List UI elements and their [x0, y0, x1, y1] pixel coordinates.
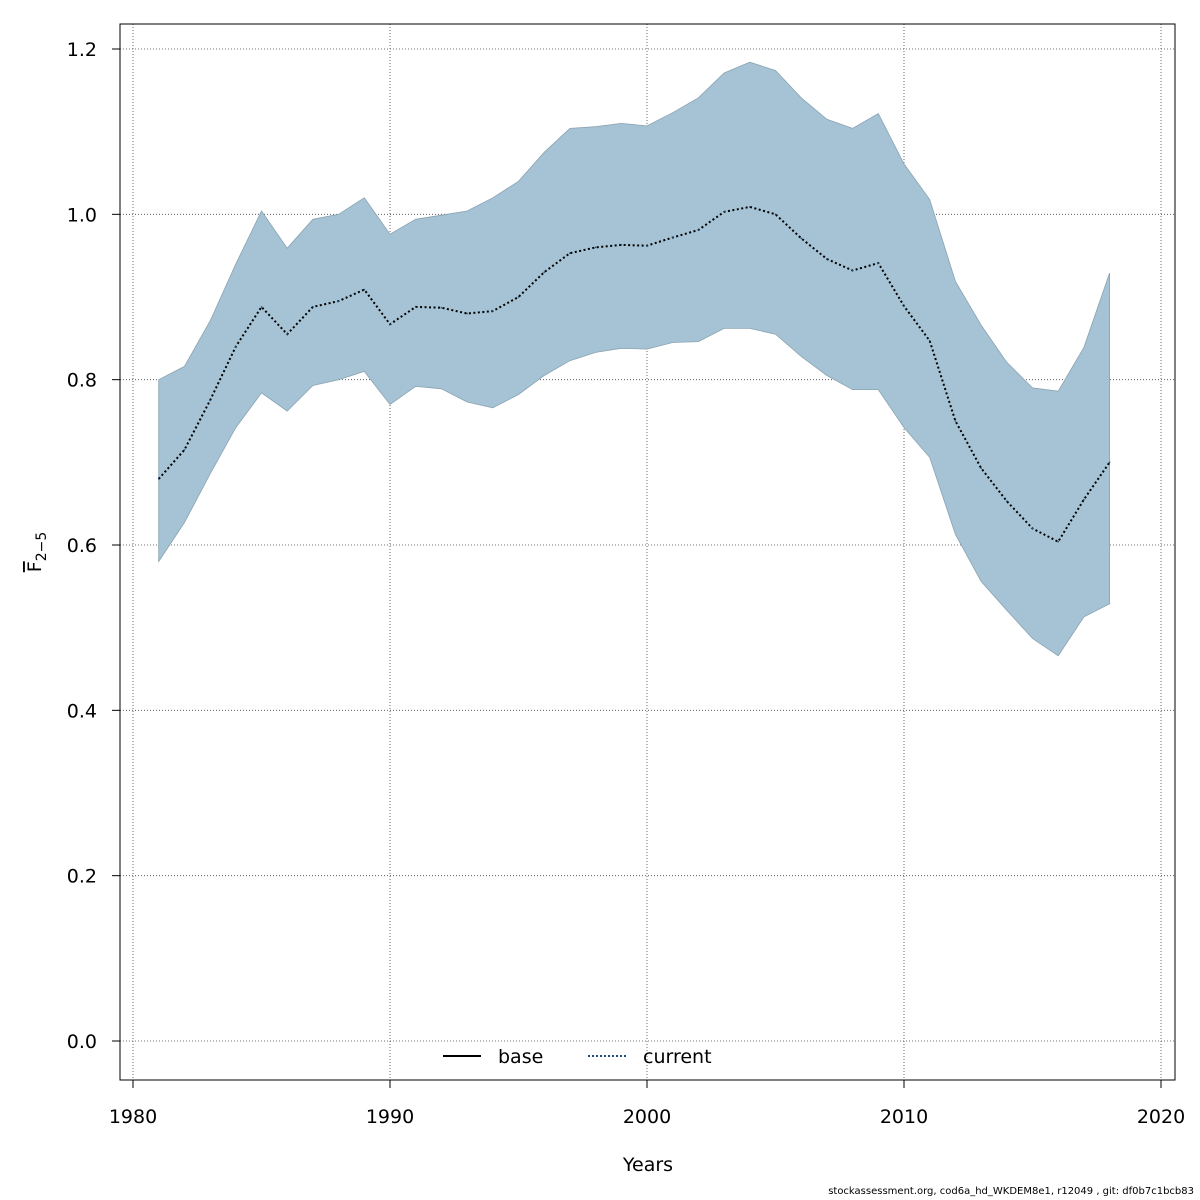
data-point [389, 323, 391, 326]
legend-label-base: base [498, 1046, 543, 1068]
svg-text:F2−5: F2−5 [24, 532, 50, 572]
data-point [671, 236, 674, 239]
data-point [414, 306, 417, 308]
data-point [774, 213, 777, 216]
x-tick-label: 1990 [366, 1106, 414, 1128]
data-point [697, 229, 700, 231]
data-point [337, 300, 340, 302]
data-point [954, 420, 957, 422]
data-point [1083, 498, 1085, 501]
legend-label-current: current [643, 1046, 712, 1068]
data-point [620, 244, 623, 246]
data-point [928, 340, 931, 342]
data-point [980, 467, 982, 469]
x-tick-label: 2020 [1137, 1106, 1185, 1128]
data-point [1057, 540, 1059, 543]
data-point [209, 399, 211, 402]
data-point [312, 306, 314, 308]
data-point [1006, 500, 1008, 502]
data-point [157, 478, 160, 480]
data-point [851, 269, 854, 272]
y-tick-label: 0.4 [67, 700, 97, 722]
footer-credit: stockassessment.org, cod6a_hd_WKDEM8e1, … [828, 1186, 1194, 1197]
data-point [286, 333, 289, 336]
data-point [1108, 461, 1111, 464]
data-point [260, 306, 263, 308]
data-point [826, 258, 828, 260]
x-tick-label: 1980 [109, 1106, 157, 1128]
data-point [440, 306, 443, 309]
y-axis-title-base: F [24, 561, 46, 572]
data-point [594, 246, 597, 249]
data-point [723, 211, 725, 213]
x-axis-title: Years [622, 1154, 673, 1176]
y-tick-label: 0.8 [67, 370, 97, 392]
data-point [543, 271, 545, 274]
data-point [903, 305, 905, 307]
y-tick-label: 0.6 [67, 535, 97, 557]
y-tick-label: 1.2 [67, 39, 97, 61]
data-point [569, 252, 571, 254]
y-tick-label: 0.2 [67, 866, 97, 888]
y-tick-label: 1.0 [67, 204, 97, 226]
data-point [492, 310, 494, 312]
data-point [466, 312, 468, 315]
x-tick-label: 2010 [880, 1106, 928, 1128]
data-point [749, 206, 751, 208]
series-points-current [157, 206, 1111, 543]
data-point [517, 296, 520, 298]
y-tick-label: 0.0 [67, 1031, 97, 1053]
data-point [183, 449, 186, 451]
x-tick-label: 2000 [623, 1106, 671, 1128]
x-axis: 1980 1990 2000 2010 2020 [109, 1080, 1185, 1128]
series-line-current [157, 205, 1111, 544]
data-point [646, 244, 648, 247]
data-point [877, 262, 880, 264]
y-axis-title-sub: 2−5 [34, 532, 50, 562]
data-point [1031, 527, 1034, 530]
y-axis: 0.0 0.2 0.4 0.6 0.8 1.0 1.2 [67, 39, 120, 1053]
data-point [800, 237, 802, 240]
y-axis-title: F2−5 [24, 532, 50, 572]
data-point [363, 288, 366, 291]
legend: base current [443, 1046, 712, 1068]
confidence-band [158, 61, 1110, 657]
data-point [235, 345, 237, 348]
